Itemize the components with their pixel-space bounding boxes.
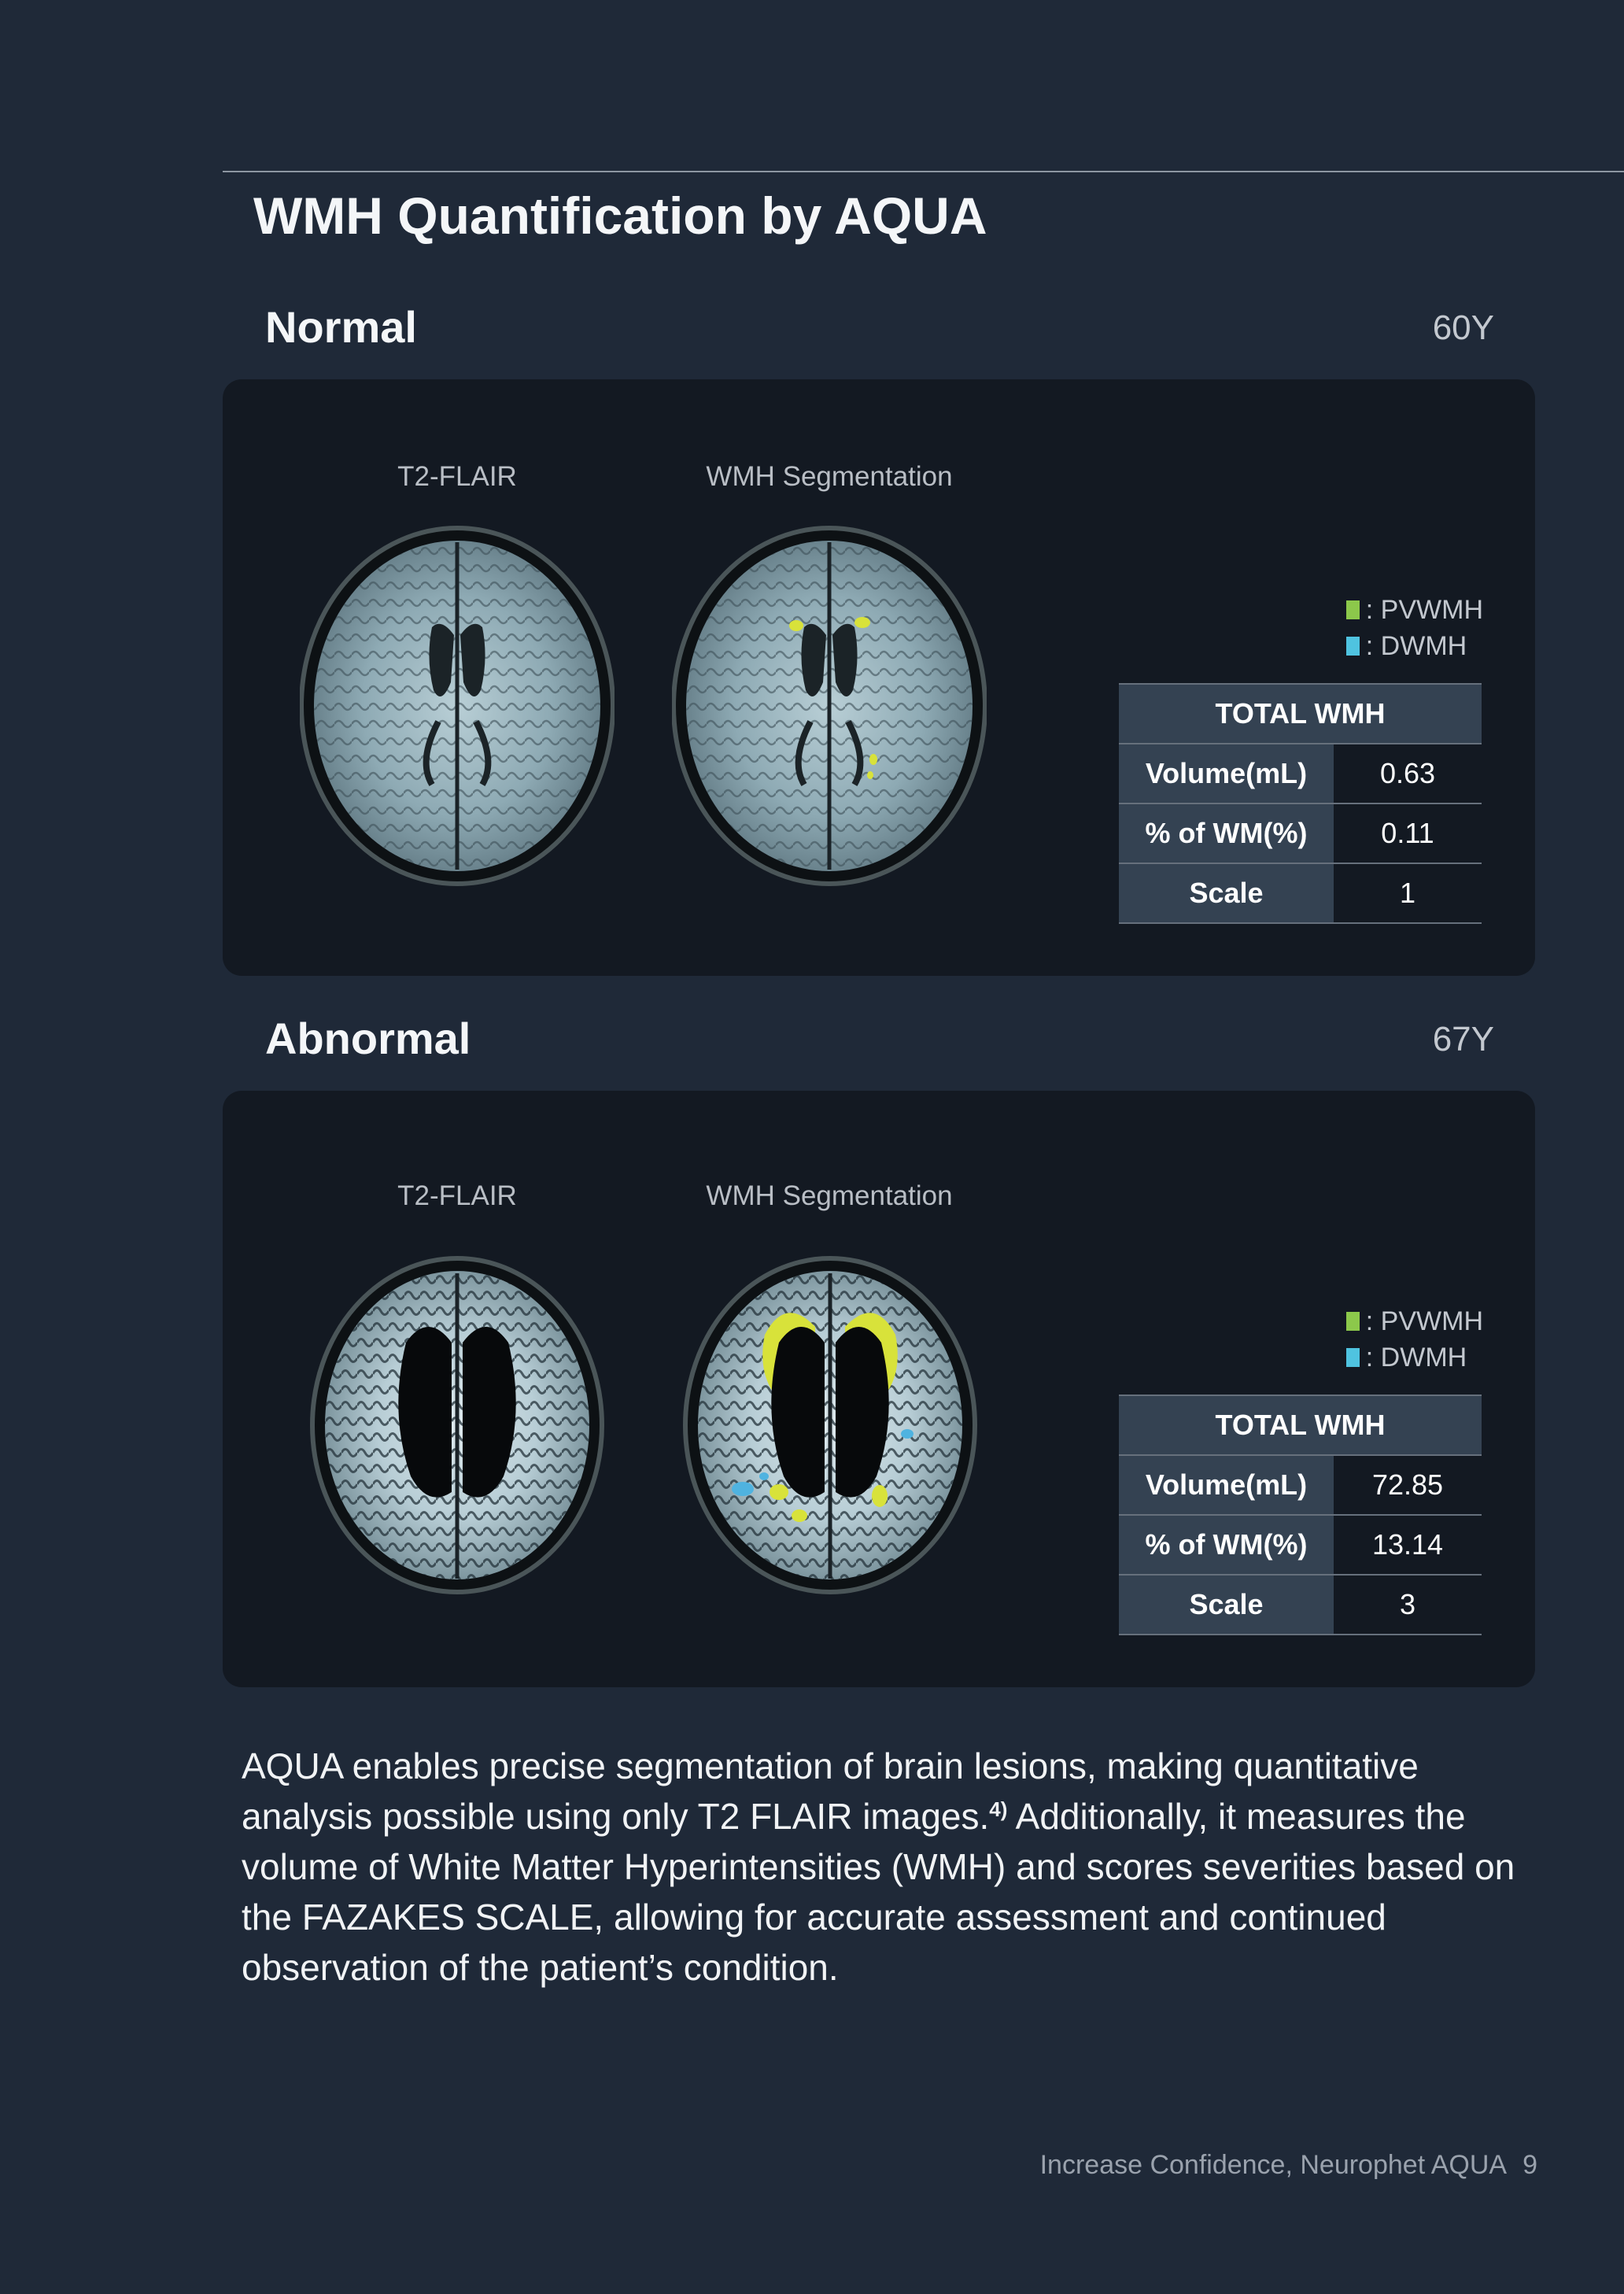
page-number: 9: [1522, 2150, 1537, 2180]
row-value: 1: [1334, 863, 1482, 924]
total-wmh-table: TOTAL WMH Volume(mL) 72.85 % of WM(%) 13…: [1119, 1395, 1482, 1635]
table-row: Scale 1: [1119, 863, 1482, 924]
row-value: 13.14: [1334, 1515, 1482, 1576]
table-header: TOTAL WMH: [1119, 683, 1482, 744]
row-value: 72.85: [1334, 1455, 1482, 1516]
row-key: Scale: [1119, 863, 1334, 924]
row-value: 0.11: [1334, 803, 1482, 864]
pvwmh-swatch: [1345, 1312, 1360, 1331]
table-header-row: TOTAL WMH: [1119, 1395, 1482, 1456]
total-wmh-table: TOTAL WMH Volume(mL) 0.63 % of WM(%) 0.1…: [1119, 683, 1482, 924]
footer-text: Increase Confidence, Neurophet AQUA: [1039, 2150, 1508, 2180]
row-key: Volume(mL): [1119, 1455, 1334, 1516]
row-value: 0.63: [1334, 744, 1482, 804]
top-rule: [223, 171, 1624, 172]
brain-image-t2flair: [310, 1256, 604, 1594]
row-key: % of WM(%): [1119, 1515, 1334, 1576]
section-label-normal: Normal: [265, 302, 417, 352]
legend-abnormal: : PVWMH : DWMH: [1345, 1303, 1483, 1376]
table-row: % of WM(%) 0.11: [1119, 803, 1482, 864]
table-header: TOTAL WMH: [1119, 1395, 1482, 1456]
table-row: % of WM(%) 13.14: [1119, 1515, 1482, 1576]
description-paragraph: AQUA enables precise segmentation of bra…: [242, 1741, 1540, 1993]
brain-image-segmentation: [672, 526, 987, 886]
image-label-segmentation: WMH Segmentation: [706, 461, 953, 492]
legend-label-dwmh: : DWMH: [1365, 630, 1467, 661]
section-label-abnormal: Abnormal: [265, 1014, 471, 1063]
legend-label-pvwmh: : PVWMH: [1365, 1306, 1483, 1336]
table-row: Scale 3: [1119, 1575, 1482, 1635]
table-row: Volume(mL) 72.85: [1119, 1455, 1482, 1516]
age-normal: 60Y: [1432, 308, 1494, 347]
table-row: Volume(mL) 0.63: [1119, 744, 1482, 804]
legend-label-dwmh: : DWMH: [1365, 1342, 1467, 1372]
table-header-row: TOTAL WMH: [1119, 683, 1482, 744]
paragraph-text-1: AQUA enables precise segmentation of bra…: [242, 1745, 1419, 1837]
paragraph-text-2: Additionally, it measures the volume of …: [242, 1796, 1515, 1988]
legend-item-dwmh: : DWMH: [1345, 1339, 1483, 1376]
age-abnormal: 67Y: [1432, 1020, 1494, 1058]
row-key: Volume(mL): [1119, 744, 1334, 804]
page-title: WMH Quantification by AQUA: [253, 187, 987, 245]
legend-normal: : PVWMH : DWMH: [1345, 592, 1483, 664]
row-value: 3: [1334, 1575, 1482, 1635]
legend-item-pvwmh: : PVWMH: [1345, 1303, 1483, 1339]
panel-abnormal: T2-FLAIR WMH Segmentation : PVWMH : DWM: [223, 1091, 1535, 1687]
legend-item-pvwmh: : PVWMH: [1345, 592, 1483, 628]
panel-normal: T2-FLAIR WMH Segmentation : PVWMH : DWM: [223, 379, 1535, 976]
page-footer: Increase Confidence, Neurophet AQUA 9: [1040, 2150, 1537, 2181]
dwmh-swatch: [1345, 637, 1360, 656]
image-label-segmentation: WMH Segmentation: [706, 1180, 953, 1211]
pvwmh-swatch: [1345, 600, 1360, 619]
row-key: Scale: [1119, 1575, 1334, 1635]
brain-image-segmentation: [683, 1256, 977, 1594]
legend-label-pvwmh: : PVWMH: [1365, 594, 1483, 625]
image-label-t2flair: T2-FLAIR: [397, 461, 517, 492]
row-key: % of WM(%): [1119, 803, 1334, 864]
reference-marker: 4): [989, 1797, 1008, 1821]
legend-item-dwmh: : DWMH: [1345, 628, 1483, 664]
dwmh-swatch: [1345, 1348, 1360, 1367]
image-label-t2flair: T2-FLAIR: [397, 1180, 517, 1211]
brain-image-t2flair: [300, 526, 615, 886]
